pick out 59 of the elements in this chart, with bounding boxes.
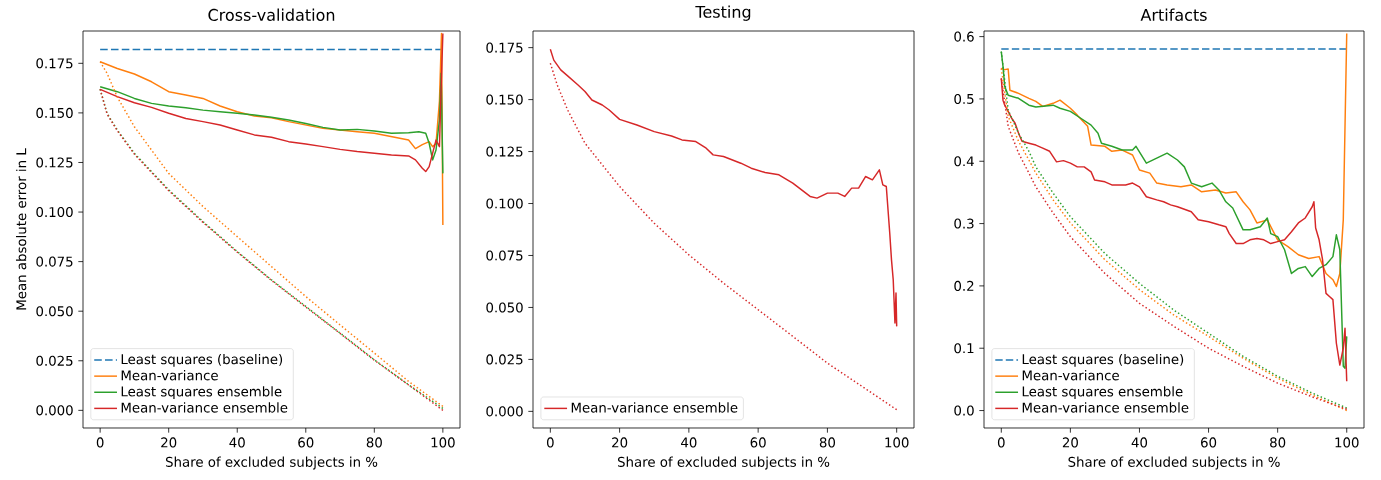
legend-label: Mean-variance ensemble xyxy=(571,402,738,413)
legend-label: Mean-variance ensemble xyxy=(121,402,288,413)
x-tick-label: 100 xyxy=(431,437,455,448)
legend-label: Mean-variance ensemble xyxy=(1022,402,1189,413)
legend-label: Mean-variance xyxy=(121,370,218,381)
chart-title: Testing xyxy=(695,5,751,21)
x-tick-label: 0 xyxy=(96,437,104,448)
x-tick-label: 20 xyxy=(1062,437,1078,448)
x-tick-label: 20 xyxy=(161,437,177,448)
x-tick-label: 40 xyxy=(1131,437,1148,448)
x-tick-label: 80 xyxy=(1270,437,1286,448)
x-axis-title: Share of excluded subjects in % xyxy=(165,456,378,470)
y-axis-title: Mean absolute error in L xyxy=(15,148,27,310)
y-tick-label: 0.075 xyxy=(486,250,523,261)
x-tick-label: 20 xyxy=(612,437,628,448)
y-tick-label: 0.000 xyxy=(486,406,523,417)
x-tick-label: 100 xyxy=(885,437,909,448)
y-tick-label: 0.175 xyxy=(486,42,523,53)
x-tick-label: 80 xyxy=(366,437,382,448)
chart-title: Cross-validation xyxy=(208,8,335,21)
y-tick-label: 0.150 xyxy=(36,107,73,118)
x-tick-label: 60 xyxy=(1201,437,1217,448)
x-tick-label: 40 xyxy=(229,437,245,448)
legend-label: Least squares (baseline) xyxy=(121,353,283,367)
legend-label: Least squares ensemble xyxy=(121,386,282,400)
line-series xyxy=(549,62,898,411)
line-series xyxy=(549,48,898,328)
x-tick-label: 60 xyxy=(750,437,766,448)
y-tick-label: 0.0 xyxy=(954,405,974,416)
x-tick-label: 0 xyxy=(997,437,1005,448)
x-axis-title: Share of excluded subjects in % xyxy=(617,456,830,470)
y-tick-label: 0.000 xyxy=(36,405,73,416)
x-tick-label: 0 xyxy=(546,437,554,448)
chart-title: Artifacts xyxy=(1140,8,1207,21)
y-tick-label: 0.025 xyxy=(486,354,523,365)
y-tick-label: 0.125 xyxy=(486,146,523,157)
legend-label: Least squares (baseline) xyxy=(1022,353,1184,367)
y-tick-label: 0.6 xyxy=(954,31,974,42)
x-tick-label: 100 xyxy=(1335,437,1359,448)
y-tick-label: 0.125 xyxy=(36,157,73,168)
y-tick-label: 0.100 xyxy=(486,198,523,209)
y-tick-label: 0.100 xyxy=(36,206,73,218)
x-axis-title: Share of excluded subjects in % xyxy=(1068,456,1280,470)
y-tick-label: 0.5 xyxy=(954,93,974,104)
y-tick-label: 0.075 xyxy=(36,256,73,267)
y-tick-label: 0.025 xyxy=(36,355,73,366)
y-tick-label: 0.3 xyxy=(954,218,974,229)
y-tick-label: 0.175 xyxy=(36,58,73,69)
x-tick-label: 80 xyxy=(819,437,836,448)
y-tick-label: 0.1 xyxy=(954,343,974,354)
y-tick-label: 0.4 xyxy=(954,156,974,167)
x-tick-label: 60 xyxy=(298,437,314,448)
y-tick-label: 0.050 xyxy=(486,302,523,313)
y-tick-label: 0.150 xyxy=(486,94,523,105)
y-tick-label: 0.050 xyxy=(36,306,73,317)
legend-label: Least squares ensemble xyxy=(1022,386,1183,400)
x-tick-label: 40 xyxy=(681,437,697,448)
legend-label: Mean-variance xyxy=(1022,370,1119,381)
y-tick-label: 0.2 xyxy=(954,280,974,291)
